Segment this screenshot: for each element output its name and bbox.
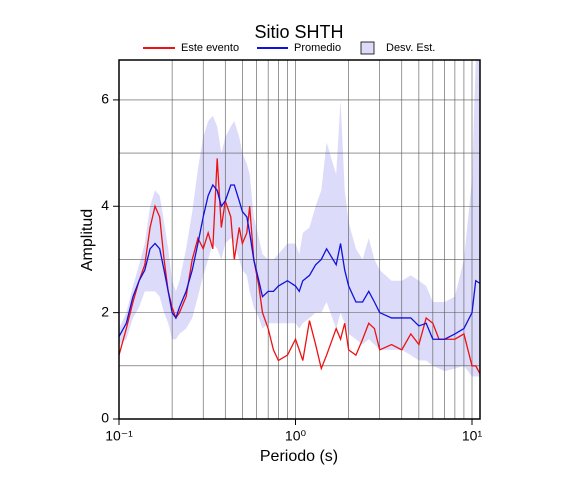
legend-label: Este evento <box>181 42 239 54</box>
std-band <box>119 60 480 377</box>
x-axis-label: Periodo (s) <box>260 448 338 465</box>
y-axis-label: Amplitud <box>79 209 96 271</box>
x-tick-label: 10⁻¹ <box>105 428 133 444</box>
series-line <box>118 183 481 340</box>
y-tick-label: 6 <box>101 91 109 107</box>
x-tick-label: 10⁰ <box>285 428 307 444</box>
chart-title: Sitio SHTH <box>254 22 343 42</box>
legend-swatch <box>360 41 375 55</box>
series-line <box>118 158 481 375</box>
plot-frame <box>118 59 481 420</box>
y-tick-label: 0 <box>101 410 109 426</box>
legend-label: Desv. Est. <box>386 42 435 54</box>
y-tick-label: 4 <box>101 197 109 213</box>
y-tick-label: 2 <box>101 303 109 319</box>
x-tick-label: 10¹ <box>462 428 483 444</box>
legend-label: Promedio <box>294 42 341 54</box>
